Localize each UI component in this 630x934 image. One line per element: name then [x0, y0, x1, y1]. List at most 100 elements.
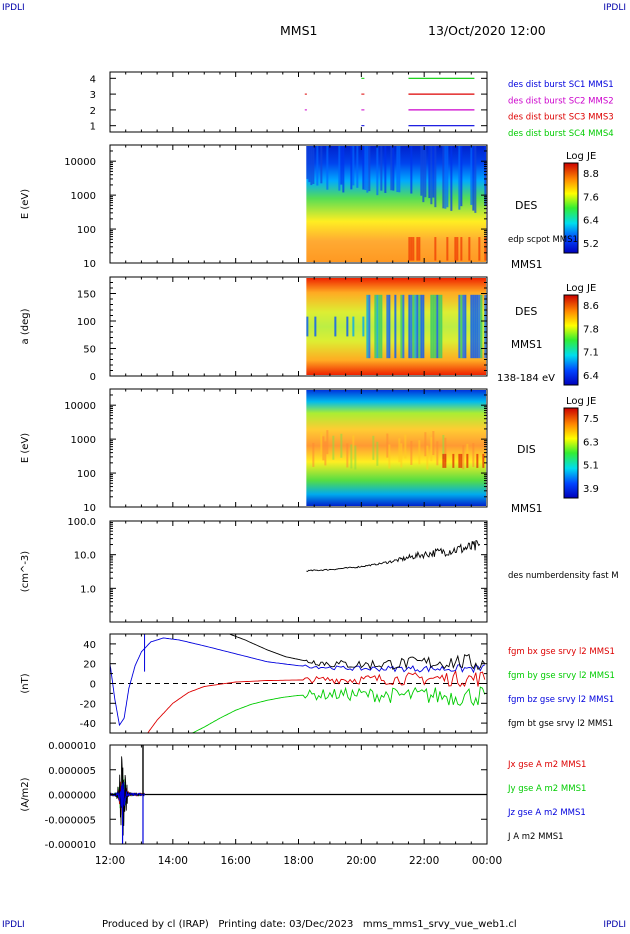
time-tick-label: 16:00: [221, 855, 251, 867]
density-series-line: [306, 539, 481, 573]
pitch-stripe: [378, 294, 381, 359]
dis-stripe: [472, 443, 475, 468]
des-stripe: [420, 146, 423, 196]
availability-panel-frame: [109, 71, 488, 133]
colorbar-tick-label: 7.5: [583, 414, 599, 425]
dis-hot-stripe: [452, 453, 455, 468]
pitch-stripe: [420, 294, 423, 359]
dis-stripe: [404, 434, 407, 459]
des-stripe: [366, 146, 369, 193]
des-stripe: [430, 146, 433, 205]
availability-tick-label: 4: [90, 74, 96, 85]
des-stripe: [306, 146, 309, 179]
dis-stripe: [400, 443, 403, 468]
current-density-tick-label: 0.000010: [48, 741, 96, 752]
magnetic-field-series-line: [147, 669, 486, 733]
pitch-stripe: [346, 316, 349, 337]
pitch-stripe: [362, 316, 365, 337]
pitch-stripe: [408, 294, 411, 359]
magnetic-field-series-line: [110, 637, 486, 727]
des-energy-side-label: DES: [515, 199, 537, 212]
des-stripe: [342, 146, 345, 193]
des-energy-tick-label: 100: [77, 225, 96, 236]
pitch-stripe: [418, 294, 421, 359]
current-density-legend-entry: Jy gse A m2 MMS1: [507, 784, 586, 794]
pitch-stripe: [460, 294, 463, 359]
dis-stripe: [312, 442, 315, 467]
availability-legend-entry: des dist burst SC1 MMS1: [508, 80, 614, 90]
colorbar-title: Log JE: [566, 283, 596, 294]
des-stripe: [392, 146, 395, 191]
des-stripe: [350, 146, 353, 190]
magnetic-field-legend-entry: fgm bx gse srvy l2 MMS1: [508, 647, 615, 657]
des-pitch-side-label: MMS1: [511, 339, 542, 351]
dis-stripe: [424, 432, 427, 457]
des-stripe: [428, 146, 431, 199]
colorbar-tick-label: 5.1: [583, 461, 599, 472]
des-stripe: [470, 146, 473, 205]
pitch-stripe: [414, 294, 417, 359]
pitch-stripe: [422, 294, 425, 359]
des-pitch-below-label: 138-184 eV: [497, 373, 555, 384]
des-stripe: [472, 146, 475, 211]
dis-stripe: [430, 437, 433, 462]
des-stripe: [362, 146, 365, 190]
dis-energy-tick-label: 1000: [71, 435, 96, 446]
magnetic-field-series-line: [229, 634, 486, 671]
dis-stripe: [340, 433, 343, 458]
des-stripe: [364, 146, 367, 191]
dis-stripe: [418, 440, 421, 465]
dis-stripe: [376, 441, 379, 466]
des-stripe: [368, 146, 371, 192]
time-tick-label: 18:00: [283, 855, 313, 867]
des-stripe: [446, 146, 449, 208]
des-stripe: [390, 146, 393, 191]
des-hot-stripe: [410, 237, 413, 261]
dis-stripe: [320, 432, 323, 457]
des-stripe: [310, 146, 313, 186]
density-legend-entry: des numberdensity fast M: [508, 571, 619, 581]
dis-stripe: [326, 430, 329, 455]
colorbar-tick-label: 6.3: [583, 437, 599, 448]
current-density-tick-label: 0.000000: [48, 791, 96, 802]
des-energy-below-label: MMS1: [511, 259, 542, 271]
dis-stripe: [346, 443, 349, 468]
pitch-stripe: [366, 294, 369, 359]
des-stripe: [320, 146, 323, 184]
dis-stripe: [354, 445, 357, 470]
jz-burst: [109, 781, 145, 808]
pitch-stripe: [400, 294, 403, 359]
des-hot-stripe: [412, 237, 415, 261]
pitch-stripe: [470, 294, 473, 359]
y-axis-label: E (eV): [20, 433, 31, 463]
pitch-stripe: [476, 294, 479, 359]
pitch-stripe: [472, 294, 475, 359]
pitch-stripe: [480, 294, 483, 359]
colorbar-title: Log JE: [566, 396, 596, 407]
pitch-stripe: [376, 294, 379, 359]
dis-stripe: [372, 435, 375, 460]
availability-legend-entry: des dist burst SC2 MMS2: [508, 96, 614, 106]
dis-stripe: [444, 437, 447, 462]
current-density-legend-entry: Jz gse A m2 MMS1: [507, 808, 586, 818]
dis-hot-stripe: [466, 453, 469, 468]
des-stripe: [384, 146, 387, 193]
y-axis-label: (nT): [20, 673, 31, 693]
colorbar-tick-label: 8.8: [583, 169, 599, 180]
colorbar-tick-label: 7.1: [583, 348, 599, 359]
des-stripe: [316, 146, 319, 186]
des-energy-side-label: edp scpot MMS1: [508, 235, 578, 245]
footer-text: Produced by cl (IRAP) Printing date: 03/…: [102, 919, 517, 930]
dis-energy-tick-label: 10: [83, 503, 96, 514]
des-stripe: [338, 146, 341, 191]
des-stripe: [312, 146, 315, 184]
des-pitch-tick-label: 50: [83, 345, 96, 356]
dis-stripe: [410, 440, 413, 465]
des-stripe: [422, 146, 425, 203]
des-stripe: [308, 146, 311, 183]
magnetic-field-tick-label: -20: [80, 699, 96, 710]
pitch-stripe: [438, 294, 441, 359]
current-density-tick-label: -0.000010: [45, 840, 96, 851]
des-stripe: [380, 146, 383, 191]
